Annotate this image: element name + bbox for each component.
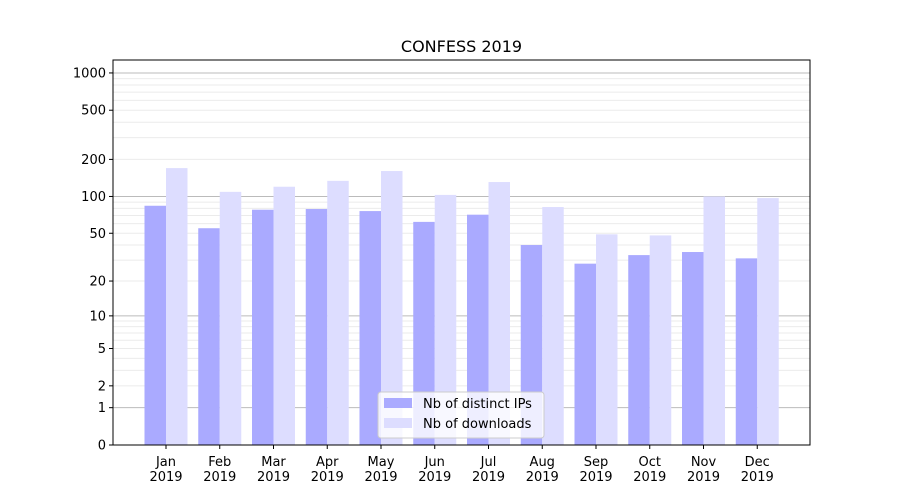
x-tick-label: 2019 — [364, 470, 397, 485]
x-tick-label: 2019 — [418, 470, 451, 485]
bar-distinct-ips — [682, 252, 704, 445]
bar-distinct-ips — [574, 263, 596, 445]
y-tick-label: 20 — [89, 275, 106, 290]
bar-distinct-ips — [413, 221, 435, 445]
y-tick-label: 0 — [98, 439, 106, 454]
x-tick-label: Nov — [691, 455, 717, 470]
bar-distinct-ips — [305, 209, 328, 445]
bar-downloads — [219, 191, 242, 445]
x-tick-label: Feb — [208, 455, 231, 470]
y-tick-label: 1000 — [73, 66, 106, 81]
bar-downloads — [596, 234, 618, 445]
bar-downloads — [542, 207, 564, 445]
legend-label: Nb of distinct IPs — [423, 397, 532, 412]
x-tick-label: Apr — [316, 455, 339, 470]
bar-downloads — [649, 235, 672, 445]
x-tick-label: 2019 — [633, 470, 666, 485]
plot-frame — [112, 59, 811, 446]
x-tick-label: 2019 — [311, 470, 344, 485]
y-tick-label: 100 — [81, 190, 106, 205]
x-tick-label: 2019 — [526, 470, 559, 485]
x-tick-label: Jun — [424, 455, 445, 470]
bar-distinct-ips — [359, 211, 381, 445]
x-tick-label: 2019 — [741, 470, 774, 485]
bar-distinct-ips — [467, 214, 489, 445]
legend-box — [377, 391, 545, 439]
y-tick-label: 500 — [81, 104, 106, 119]
x-tick-label: Mar — [261, 455, 286, 470]
legend-swatch — [384, 398, 412, 408]
bar-downloads — [757, 198, 779, 445]
bar-downloads — [327, 180, 349, 445]
x-tick-label: 2019 — [687, 470, 720, 485]
bar-downloads — [703, 196, 725, 445]
y-tick-label: 5 — [98, 342, 106, 357]
y-tick-label: 50 — [89, 227, 106, 242]
x-tick-label: Jul — [480, 455, 497, 470]
bar-downloads — [166, 168, 188, 446]
bar-distinct-ips — [198, 228, 220, 445]
x-tick-label: 2019 — [257, 470, 290, 485]
y-tick-label: 2 — [98, 379, 106, 394]
bar-distinct-ips — [628, 255, 650, 445]
x-tick-label: Oct — [639, 455, 661, 470]
bar-distinct-ips — [735, 258, 758, 445]
bar-downloads — [488, 182, 510, 445]
x-tick-label: 2019 — [149, 470, 182, 485]
x-tick-label: May — [368, 455, 395, 470]
x-tick-label: Sep — [584, 455, 609, 470]
x-tick-label: Dec — [745, 455, 770, 470]
x-tick-label: 2019 — [472, 470, 505, 485]
x-tick-label: Jan — [155, 455, 176, 470]
x-tick-label: 2019 — [579, 470, 612, 485]
bar-downloads — [273, 186, 295, 445]
bar-downloads — [434, 194, 457, 445]
y-tick-label: 200 — [81, 153, 106, 168]
bar-downloads — [381, 171, 403, 445]
legend: Nb of distinct IPs Nb of downloads — [377, 391, 545, 439]
x-tick-label: 2019 — [203, 470, 236, 485]
y-tick-label: 10 — [89, 309, 106, 324]
legend-swatch — [384, 418, 412, 428]
y-tick-label: 1 — [98, 401, 106, 416]
legend-label: Nb of downloads — [423, 417, 532, 432]
bar-distinct-ips — [144, 205, 166, 445]
bar-distinct-ips — [252, 209, 274, 445]
x-tick-label: Aug — [530, 455, 555, 470]
chart-title: CONFESS 2019 — [401, 37, 522, 56]
